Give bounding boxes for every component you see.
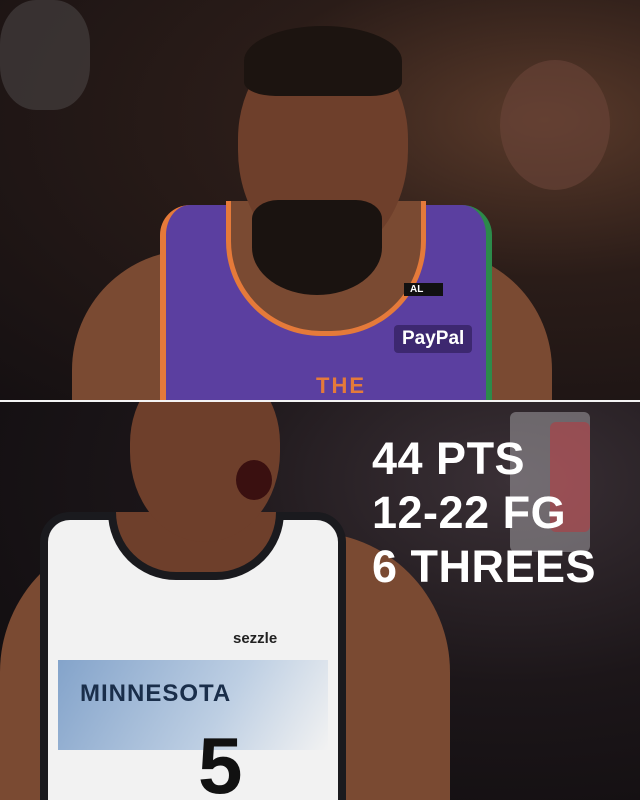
- jersey-pattern: [58, 660, 328, 750]
- jersey-chest-text: THE: [316, 373, 366, 398]
- player-hair: [244, 26, 402, 96]
- logo-blur: [550, 422, 590, 532]
- paypal-logo: PayPal: [394, 325, 473, 353]
- jersey-team-name: MINNESOTA: [80, 680, 232, 707]
- white-jersey: sezzle MINNESOTA 5: [40, 512, 346, 800]
- bottom-player-photo: sezzle MINNESOTA 5 44 PTS 12-22 FG 6 THR…: [0, 402, 640, 800]
- jersey-number: 5: [198, 721, 243, 800]
- panel-divider: [0, 400, 640, 402]
- open-mouth: [236, 460, 272, 500]
- top-player-photo: PayPal AL THE: [0, 0, 640, 400]
- sezzle-logo: sezzle: [233, 630, 278, 647]
- player-beard: [252, 200, 382, 295]
- stat-field-goals: 12-22 FG: [372, 487, 567, 538]
- jersey-patch: AL: [404, 283, 444, 296]
- crowd-blur: [0, 0, 90, 110]
- stat-block: 44 PTS 12-22 FG 6 THREES: [372, 432, 596, 594]
- stat-threes: 6 THREES: [372, 541, 597, 592]
- stat-points: 44 PTS: [372, 433, 526, 484]
- crowd-blur: [500, 60, 610, 190]
